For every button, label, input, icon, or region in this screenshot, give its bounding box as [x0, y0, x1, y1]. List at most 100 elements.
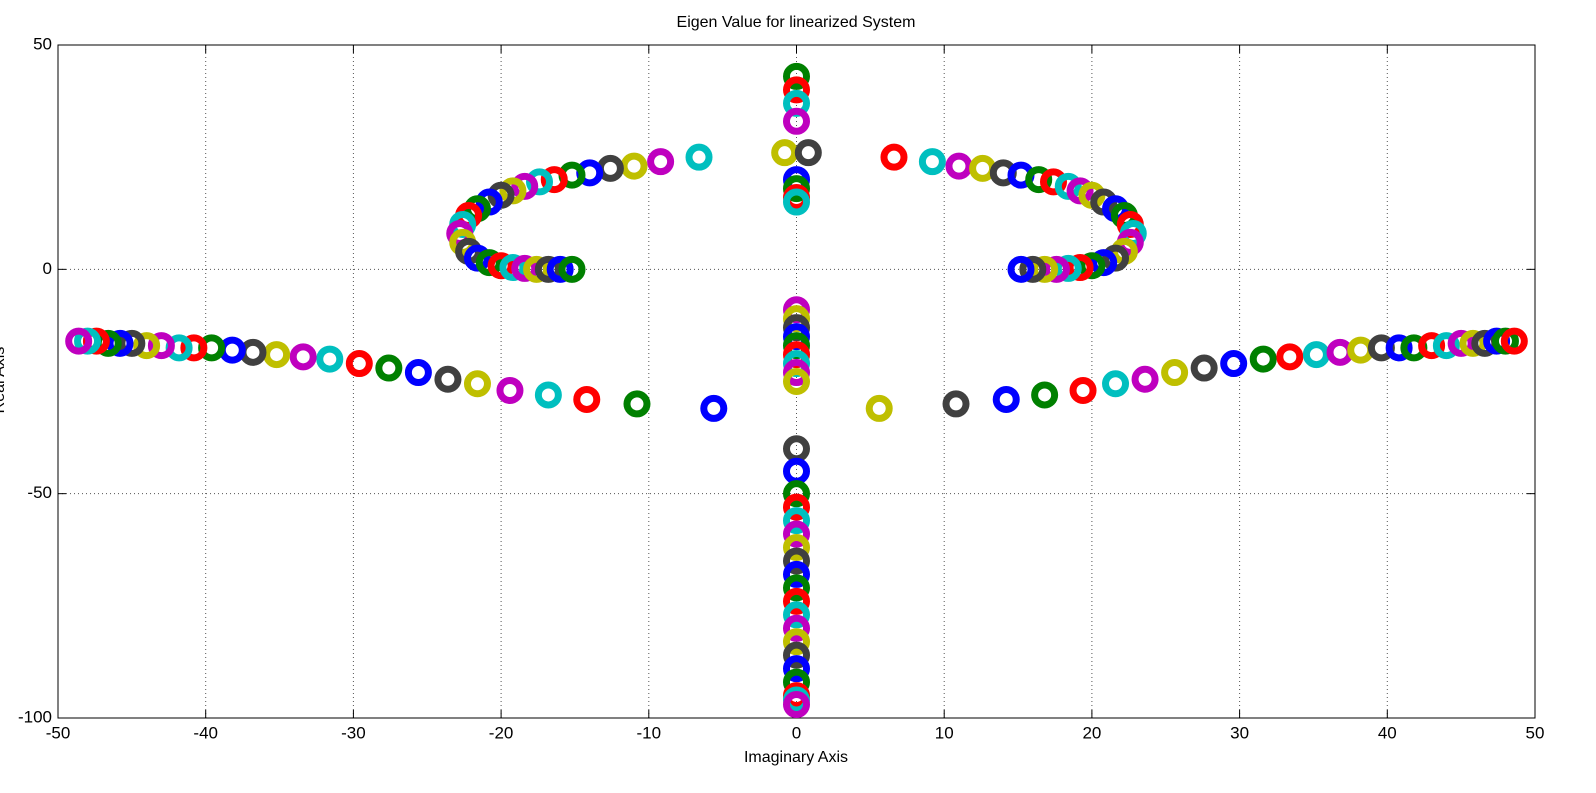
marker	[316, 345, 344, 373]
marker	[783, 107, 810, 135]
marker	[133, 332, 161, 360]
marker	[1249, 345, 1277, 373]
marker	[783, 534, 810, 562]
marker	[263, 341, 291, 369]
marker	[918, 148, 946, 176]
marker	[942, 390, 970, 418]
marker	[1042, 255, 1070, 283]
marker	[573, 385, 601, 413]
marker	[783, 574, 810, 602]
marker	[783, 62, 810, 90]
x-tick-label: 20	[1082, 723, 1101, 742]
marker	[1078, 252, 1106, 280]
marker	[289, 343, 317, 371]
x-tick-label: -30	[341, 723, 366, 742]
marker	[1031, 255, 1059, 283]
marker	[499, 254, 527, 282]
marker	[1161, 359, 1189, 387]
marker	[992, 385, 1020, 413]
marker	[783, 641, 810, 669]
marker	[1190, 354, 1218, 382]
marker	[1447, 329, 1475, 357]
marker	[783, 614, 810, 642]
marker	[1069, 376, 1097, 404]
marker	[1418, 332, 1446, 360]
marker	[434, 365, 462, 393]
marker	[865, 394, 893, 422]
marker	[771, 139, 799, 167]
marker	[783, 520, 810, 548]
marker	[180, 334, 208, 362]
marker	[558, 255, 586, 283]
marker	[783, 507, 810, 535]
marker	[1220, 350, 1248, 378]
x-axis-label: Imaginary Axis	[744, 749, 848, 766]
marker	[1102, 370, 1130, 398]
marker	[345, 350, 373, 378]
marker	[463, 370, 491, 398]
marker	[1031, 381, 1059, 409]
x-tick-label: 40	[1378, 723, 1397, 742]
marker	[623, 390, 651, 418]
marker	[540, 166, 568, 194]
marker	[783, 368, 810, 395]
marker	[1459, 329, 1487, 357]
y-tick-label: -50	[27, 483, 52, 502]
marker	[147, 332, 175, 360]
marker	[511, 254, 539, 282]
marker	[404, 359, 432, 387]
marker	[1385, 334, 1413, 362]
marker	[783, 188, 810, 216]
marker	[65, 327, 93, 355]
x-tick-label: 0	[792, 723, 801, 742]
marker	[783, 76, 810, 104]
marker	[783, 601, 810, 629]
marker	[783, 628, 810, 656]
marker	[1025, 166, 1053, 194]
x-tick-label: -50	[46, 723, 71, 742]
y-axis-label: Real Axis	[0, 347, 8, 414]
x-tick-label: 30	[1230, 723, 1249, 742]
marker	[783, 480, 810, 508]
marker	[685, 143, 713, 171]
marker	[534, 381, 562, 409]
marker	[534, 255, 562, 283]
marker	[783, 560, 810, 588]
marker	[1066, 254, 1094, 282]
x-tick-label: -40	[193, 723, 218, 742]
marker	[700, 394, 728, 422]
marker	[783, 655, 810, 683]
marker	[1019, 255, 1047, 283]
marker	[647, 148, 675, 176]
marker	[487, 252, 515, 280]
marker	[1302, 341, 1330, 369]
chart-title: Eigen Value for linearized System	[677, 14, 916, 31]
marker	[118, 329, 146, 357]
x-tick-label: 50	[1526, 723, 1545, 742]
x-tick-label: -10	[637, 723, 662, 742]
marker	[945, 152, 973, 180]
marker	[783, 547, 810, 575]
marker	[523, 255, 551, 283]
marker	[880, 143, 908, 171]
marker	[496, 376, 524, 404]
marker	[783, 587, 810, 615]
marker	[475, 249, 503, 277]
marker	[106, 329, 134, 357]
marker	[546, 255, 574, 283]
marker	[1500, 327, 1528, 355]
marker	[794, 139, 822, 167]
marker	[1054, 254, 1082, 282]
x-tick-label: 10	[935, 723, 954, 742]
marker	[783, 691, 810, 719]
marker	[1276, 343, 1304, 371]
y-tick-label: -100	[18, 707, 52, 726]
y-tick-label: 50	[33, 34, 52, 53]
marker	[783, 493, 810, 521]
marker	[620, 152, 648, 180]
x-tick-label: -20	[489, 723, 514, 742]
marker	[1090, 249, 1118, 277]
marker	[1131, 365, 1159, 393]
marker	[1432, 332, 1460, 360]
